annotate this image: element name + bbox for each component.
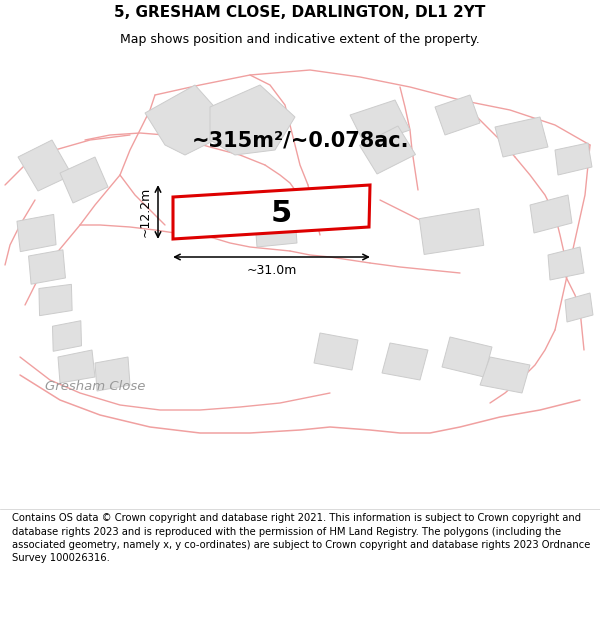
Polygon shape <box>29 250 65 284</box>
Polygon shape <box>314 333 358 370</box>
Text: ~315m²/~0.078ac.: ~315m²/~0.078ac. <box>191 130 409 150</box>
Polygon shape <box>495 117 548 157</box>
Polygon shape <box>18 140 72 191</box>
Polygon shape <box>480 357 530 393</box>
Polygon shape <box>52 321 82 351</box>
Polygon shape <box>419 209 484 254</box>
Polygon shape <box>95 357 130 391</box>
Polygon shape <box>382 343 428 380</box>
Polygon shape <box>565 293 593 322</box>
Polygon shape <box>145 85 235 155</box>
Polygon shape <box>255 217 297 247</box>
Polygon shape <box>58 350 95 383</box>
Text: ~31.0m: ~31.0m <box>247 264 296 278</box>
Polygon shape <box>530 195 572 233</box>
Text: Gresham Close: Gresham Close <box>45 381 145 394</box>
Text: 5: 5 <box>271 199 292 229</box>
Polygon shape <box>555 143 592 175</box>
Polygon shape <box>350 100 410 145</box>
Polygon shape <box>39 284 72 316</box>
Text: ~12.2m: ~12.2m <box>139 187 151 237</box>
Text: Map shows position and indicative extent of the property.: Map shows position and indicative extent… <box>120 33 480 46</box>
Text: 5, GRESHAM CLOSE, DARLINGTON, DL1 2YT: 5, GRESHAM CLOSE, DARLINGTON, DL1 2YT <box>115 4 485 19</box>
Polygon shape <box>60 157 108 203</box>
Polygon shape <box>435 95 480 135</box>
Polygon shape <box>359 126 416 174</box>
Text: Contains OS data © Crown copyright and database right 2021. This information is : Contains OS data © Crown copyright and d… <box>12 513 590 563</box>
Polygon shape <box>17 214 56 252</box>
Polygon shape <box>442 337 492 377</box>
Polygon shape <box>173 185 370 239</box>
Polygon shape <box>548 247 584 280</box>
Polygon shape <box>210 85 295 155</box>
